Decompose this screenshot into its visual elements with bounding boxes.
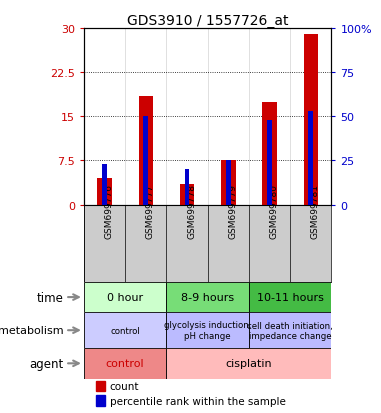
Bar	[84, 348, 166, 379]
Bar	[143, 117, 148, 205]
Title: GDS3910 / 1557726_at: GDS3910 / 1557726_at	[127, 14, 288, 28]
Bar	[96, 381, 105, 391]
Bar	[226, 161, 231, 205]
Bar	[180, 185, 194, 205]
Text: time: time	[36, 291, 63, 304]
Text: control: control	[110, 326, 140, 335]
Text: control: control	[106, 358, 144, 368]
Text: percentile rank within the sample: percentile rank within the sample	[110, 396, 286, 406]
Bar	[96, 395, 105, 406]
Text: 10-11 hours: 10-11 hours	[257, 292, 323, 302]
Bar	[102, 165, 107, 205]
Bar	[166, 313, 249, 348]
Text: GSM699777: GSM699777	[146, 184, 155, 239]
Text: agent: agent	[29, 357, 63, 370]
Bar	[267, 121, 272, 205]
Text: cell death initiation,
impedance change: cell death initiation, impedance change	[247, 321, 333, 340]
Text: GSM699779: GSM699779	[228, 184, 237, 239]
Text: 8-9 hours: 8-9 hours	[181, 292, 234, 302]
Bar	[308, 112, 313, 205]
Text: GSM699780: GSM699780	[270, 184, 279, 239]
Bar	[221, 161, 235, 205]
Bar	[263, 102, 277, 205]
Bar	[166, 282, 249, 313]
Text: glycolysis induction,
pH change: glycolysis induction, pH change	[164, 321, 251, 340]
Text: count: count	[110, 381, 139, 391]
Text: 0 hour: 0 hour	[107, 292, 143, 302]
Bar	[249, 282, 331, 313]
Text: metabolism: metabolism	[0, 325, 63, 335]
Text: GSM699781: GSM699781	[311, 184, 320, 239]
Bar	[139, 97, 153, 205]
Bar	[84, 282, 166, 313]
Text: GSM699778: GSM699778	[187, 184, 196, 239]
Bar	[84, 313, 166, 348]
Text: GSM699776: GSM699776	[104, 184, 114, 239]
Bar	[184, 170, 189, 205]
Bar	[166, 348, 331, 379]
Bar	[304, 35, 318, 205]
Bar	[249, 313, 331, 348]
Text: cisplatin: cisplatin	[226, 358, 272, 368]
Bar	[97, 179, 112, 205]
